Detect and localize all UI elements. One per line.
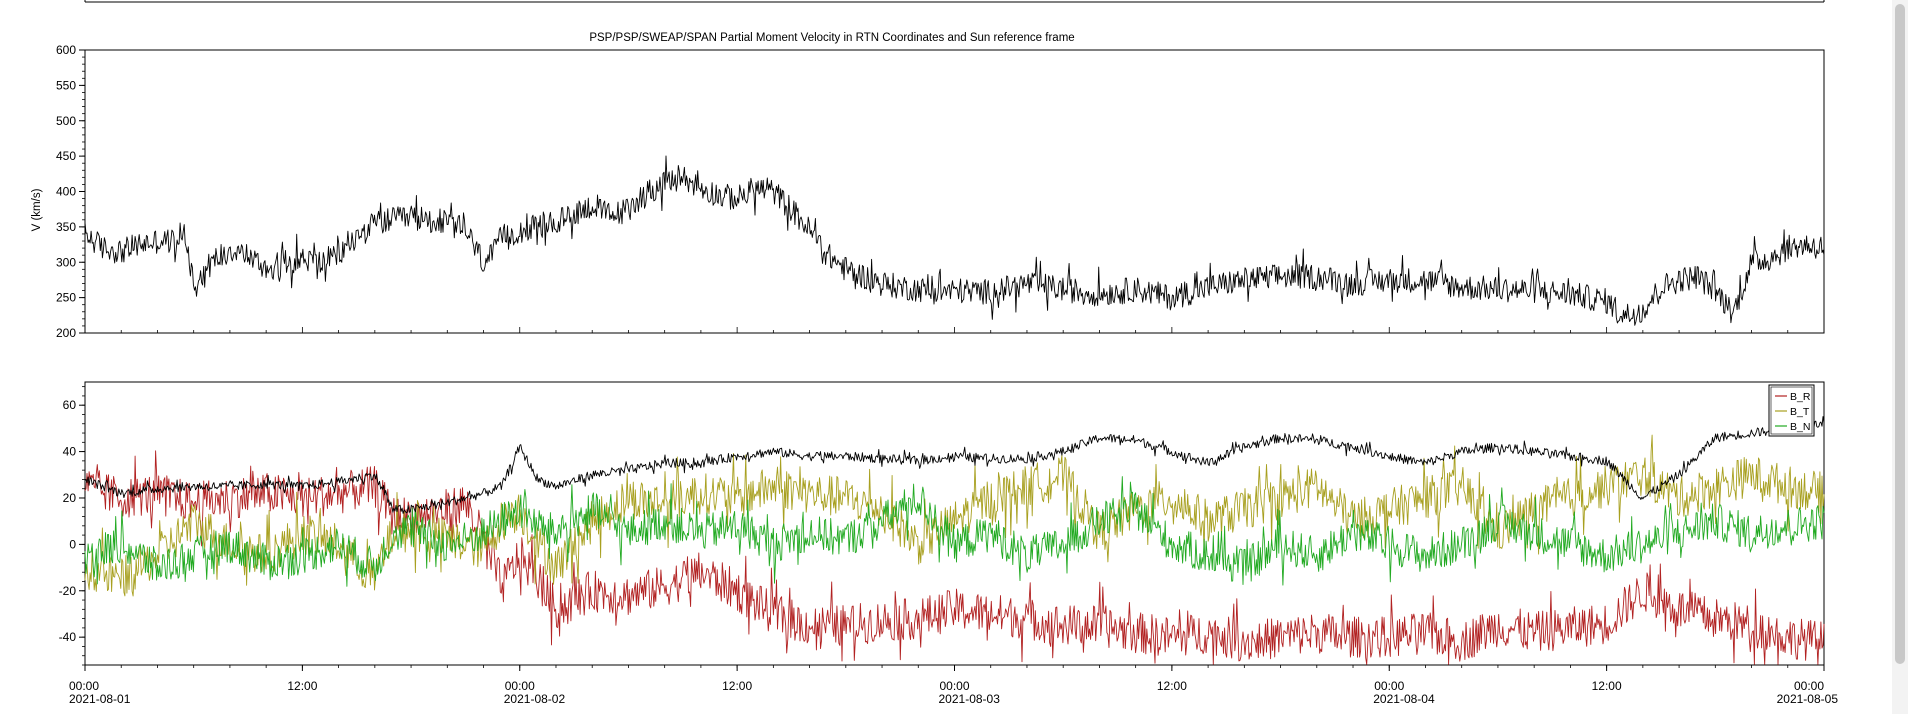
- x-tick-time-label: 12:00: [1592, 679, 1622, 693]
- x-tick-time-label: 00:00: [1794, 679, 1824, 693]
- scrollbar-thumb[interactable]: [1895, 4, 1905, 664]
- velocity-series-line-magnitude: [84, 155, 1825, 326]
- velocity-y-axis: 200 250 300 350 400 450 500 550 600: [56, 43, 1825, 340]
- velocity-y-tick-label: 200: [56, 326, 76, 340]
- top-partial-panel: [84, 0, 1825, 3]
- velocity-y-tick-label: 400: [56, 185, 76, 199]
- legend: B_R B_T B_N: [1768, 384, 1815, 437]
- velocity-y-tick-label: 450: [56, 149, 76, 163]
- x-tick-time-label: 00:00: [1374, 679, 1404, 693]
- velocity-panel-title: PSP/PSP/SWEAP/SPAN Partial Moment Veloci…: [589, 32, 1074, 44]
- field-y-tick-label: 40: [63, 445, 77, 459]
- field-y-tick-label: 60: [63, 398, 77, 412]
- field-y-tick-label: 0: [69, 537, 76, 551]
- x-tick-time-label: 12:00: [287, 679, 317, 693]
- x-tick-date-label: 2021-08-05: [1777, 692, 1839, 706]
- velocity-series: [84, 155, 1825, 326]
- x-tick-date-label: 2021-08-04: [1373, 692, 1435, 706]
- x-tick-date-label: 2021-08-02: [504, 692, 566, 706]
- x-tick-date-label: 2021-08-01: [69, 692, 131, 706]
- legend-label-b-t: B_T: [1790, 406, 1810, 418]
- field-y-tick-label: -40: [59, 630, 77, 644]
- x-tick-time-label: 00:00: [69, 679, 99, 693]
- velocity-y-tick-label: 250: [56, 291, 76, 305]
- field-y-axis: -40 -20 0 20 40 60: [59, 386, 85, 666]
- x-tick-time-label: 12:00: [1157, 679, 1187, 693]
- legend-label-b-n: B_N: [1790, 421, 1810, 433]
- legend-label-b-r: B_R: [1790, 391, 1811, 403]
- x-tick-time-label: 00:00: [939, 679, 969, 693]
- velocity-y-tick-label: 600: [56, 43, 76, 57]
- velocity-y-axis-label: V (km/s): [31, 188, 43, 231]
- x-tick-date-label: 2021-08-03: [939, 692, 1001, 706]
- velocity-plot-frame: [84, 49, 1825, 334]
- field-y-tick-label: -20: [59, 584, 77, 598]
- velocity-panel: PSP/PSP/SWEAP/SPAN Partial Moment Veloci…: [31, 32, 1825, 340]
- field-series-line-magnitude: [84, 416, 1825, 514]
- x-tick-time-label: 12:00: [722, 679, 752, 693]
- field-series-line-b-r: [84, 450, 1825, 665]
- field-series-line-b-n: [84, 476, 1825, 587]
- field-y-tick-label: 20: [63, 491, 77, 505]
- x-tick-time-label: 00:00: [505, 679, 535, 693]
- velocity-y-tick-label: 550: [56, 78, 76, 92]
- velocity-y-tick-label: 350: [56, 220, 76, 234]
- field-series: [84, 416, 1825, 665]
- velocity-y-tick-label: 300: [56, 255, 76, 269]
- velocity-y-tick-label: 500: [56, 114, 76, 128]
- field-series-line-b-t: [84, 434, 1825, 597]
